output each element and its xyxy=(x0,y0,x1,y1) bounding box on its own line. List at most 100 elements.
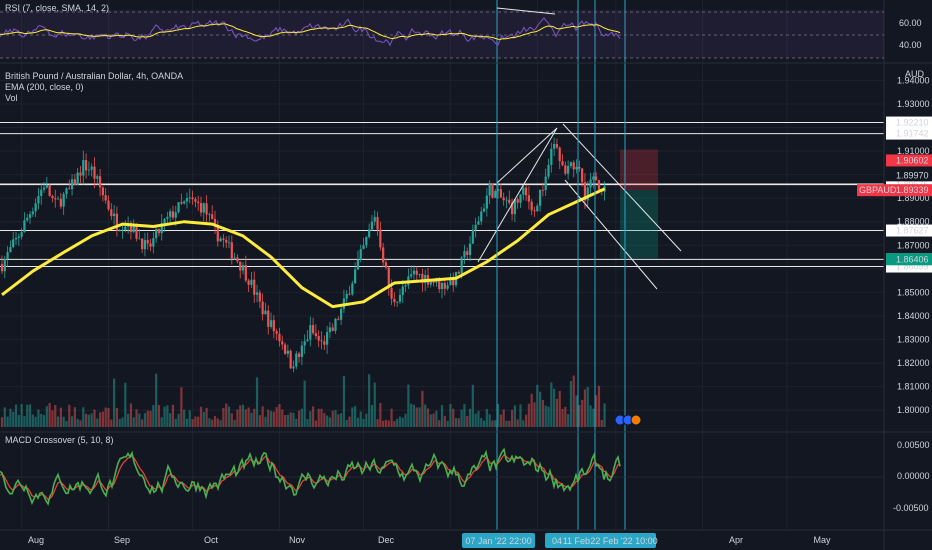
volume-bar xyxy=(575,395,578,427)
volume-bar xyxy=(216,418,219,427)
price-tick-label: 1.91000 xyxy=(897,146,930,156)
candle-body xyxy=(199,203,203,213)
candle-body xyxy=(155,228,158,239)
volume-bar xyxy=(253,408,256,427)
candle-body xyxy=(40,189,43,196)
candle-body xyxy=(230,242,233,259)
currency-label: AUD xyxy=(905,69,925,79)
volume-bar xyxy=(597,385,601,427)
candle-body xyxy=(149,243,152,247)
candle-body xyxy=(567,165,570,174)
volume-bar xyxy=(202,411,205,427)
volume-bar xyxy=(283,414,287,427)
volume-bar xyxy=(471,384,474,427)
volume-bar xyxy=(185,418,189,427)
rsi-line xyxy=(0,17,621,47)
candle-body xyxy=(278,333,281,342)
candle-body xyxy=(239,261,242,271)
volume-bar xyxy=(550,382,553,427)
candle-body xyxy=(463,251,466,258)
candle-body xyxy=(365,237,368,246)
volume-bar xyxy=(84,413,88,427)
volume-bar xyxy=(65,420,68,427)
volume-bar xyxy=(567,414,570,427)
volume-bar xyxy=(76,419,79,427)
volume-bar xyxy=(160,417,163,427)
trend-drawings[interactable] xyxy=(477,123,682,290)
candle-body xyxy=(143,240,147,250)
rsi-title: RSI (7, close, SMA, 14, 2) xyxy=(5,3,109,13)
volume-bar xyxy=(174,418,177,427)
candle-body xyxy=(208,214,211,216)
candle-body xyxy=(468,243,472,255)
volume-bar xyxy=(37,409,40,427)
ema-line xyxy=(1,187,606,309)
candle-body xyxy=(410,274,413,277)
candle-body xyxy=(258,292,261,302)
candle-body xyxy=(113,213,116,217)
volume-bar xyxy=(569,381,573,427)
candle-body xyxy=(87,169,90,171)
volume-bar xyxy=(306,419,309,427)
volume-bar xyxy=(222,407,225,427)
horizontal-levels[interactable] xyxy=(0,122,884,268)
trendline-1[interactable] xyxy=(477,127,558,263)
candle-body xyxy=(494,190,497,198)
position-target-zone xyxy=(620,189,658,259)
volume-bar xyxy=(31,414,34,427)
volume-bar xyxy=(230,413,233,427)
candle-body xyxy=(429,280,432,285)
candle-body xyxy=(597,180,601,190)
volume-bar xyxy=(90,413,93,427)
candle-body xyxy=(56,198,60,200)
symbol-tag-box xyxy=(857,184,886,197)
volume-bar xyxy=(278,404,281,427)
candle-body xyxy=(502,197,505,201)
volume-bar xyxy=(522,420,525,427)
candle-body xyxy=(334,318,337,331)
candle-body xyxy=(368,229,371,238)
volume-bar xyxy=(516,419,519,427)
volume-bar xyxy=(26,404,29,427)
candle-body xyxy=(530,201,533,211)
volume-bar xyxy=(508,420,511,427)
volume-bar xyxy=(410,403,413,427)
candle-body xyxy=(163,218,166,224)
position-tool[interactable] xyxy=(620,149,658,259)
trendline-3[interactable] xyxy=(562,123,682,252)
volume-bar xyxy=(581,399,584,427)
candle-body xyxy=(340,308,343,320)
volume-bar xyxy=(494,420,497,427)
candle-body xyxy=(174,212,177,218)
vertical-markers[interactable] xyxy=(496,0,626,530)
volume-bar xyxy=(255,377,259,427)
candle-body xyxy=(62,194,65,207)
candle-body xyxy=(558,147,561,162)
candle-body xyxy=(373,216,376,222)
trendline-4[interactable] xyxy=(564,179,658,290)
candle-body xyxy=(23,220,26,233)
candle-body xyxy=(98,176,102,188)
trendline-2[interactable] xyxy=(496,127,558,184)
candle-body xyxy=(295,353,298,367)
candle-body xyxy=(104,195,107,201)
candle-body xyxy=(443,283,446,289)
candle-body xyxy=(219,238,222,242)
rsi-trendline xyxy=(496,7,556,15)
volume-bar xyxy=(583,389,587,427)
candle-body xyxy=(247,280,250,285)
candle-body xyxy=(370,221,374,230)
candle-body xyxy=(180,202,183,204)
volume-bar xyxy=(539,391,542,427)
volume-bar xyxy=(292,412,295,427)
volume-bar xyxy=(432,413,435,427)
candle-body xyxy=(553,144,556,149)
candle-body xyxy=(595,176,598,181)
volume-bar xyxy=(59,407,62,427)
candle-body xyxy=(17,236,20,238)
candle-body xyxy=(51,195,54,199)
volume-bar xyxy=(488,414,491,427)
candle-body xyxy=(354,269,357,284)
